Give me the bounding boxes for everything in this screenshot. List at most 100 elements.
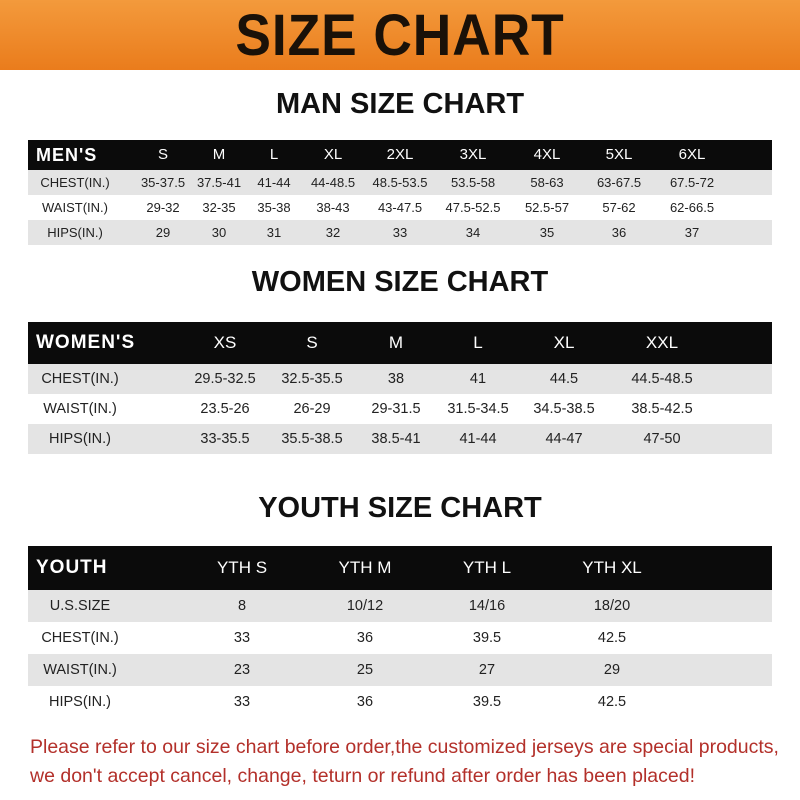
youth-size-table: YOUTH YTH S YTH M YTH L YTH XL U.S.SIZE 8 10/12… <box>28 546 772 718</box>
measure-label: HIPS(IN.) <box>48 694 112 710</box>
size-value: 14/16 <box>468 598 506 614</box>
main-title: SIZE CHART <box>235 3 565 68</box>
size-value: 23 <box>233 662 251 678</box>
size-value: 27 <box>478 662 496 678</box>
size-value: 67.5-72 <box>669 175 715 190</box>
size-value: 29.5-32.5 <box>194 371 256 387</box>
size-column-header: 5XL <box>605 146 633 163</box>
size-value: 23.5-26 <box>200 401 250 417</box>
size-column-header: M <box>388 333 404 352</box>
women-table-row: WAIST(IN.) 23.5-26 26-29 29-31.5 31.5-34.5 34… <box>28 394 772 424</box>
men-table-row: CHEST(IN.) 35-37.5 37.5-41 41-44 44-48.5 48.5… <box>28 170 772 195</box>
size-value: 10/12 <box>346 598 384 614</box>
men-header-row: MEN'S S M L XL 2XL 3XL 4XL 5XL 6XL <box>28 140 772 170</box>
size-value: 33 <box>233 630 251 646</box>
size-value: 32 <box>325 225 341 240</box>
size-value: 36 <box>356 630 374 646</box>
men-size-table: MEN'S S M L XL 2XL 3XL 4XL 5XL 6XL CHEST(IN.) 35-37… <box>28 140 772 245</box>
men-table-row: WAIST(IN.) 29-32 32-35 35-38 38-43 43-47.5 47.… <box>28 195 772 220</box>
notice-line-1: Please refer to our size chart before or… <box>30 736 779 758</box>
size-value: 34 <box>465 225 481 240</box>
measure-label: WAIST(IN.) <box>43 662 117 678</box>
size-value: 25 <box>356 662 374 678</box>
size-column-header: 2XL <box>386 146 414 163</box>
measure-label: CHEST(IN.) <box>41 371 119 387</box>
size-value: 29 <box>603 662 621 678</box>
size-value: 37.5-41 <box>196 175 242 190</box>
youth-header-row: YOUTH YTH S YTH M YTH L YTH XL <box>28 546 772 590</box>
size-column-header: XS <box>213 333 237 352</box>
women-table-row: CHEST(IN.) 29.5-32.5 32.5-35.5 38 41 44.5 44.5… <box>28 364 772 394</box>
size-value: 35-38 <box>257 200 291 215</box>
measure-label: WAIST(IN.) <box>42 200 108 215</box>
measure-label: CHEST(IN.) <box>40 175 110 190</box>
youth-table-row: U.S.SIZE 8 10/12 14/16 18/20 <box>28 590 772 622</box>
size-column-header: YTH M <box>338 558 392 577</box>
size-column-header: 6XL <box>678 146 706 163</box>
size-value: 35-37.5 <box>140 175 186 190</box>
size-value: 33 <box>392 225 408 240</box>
men-table-row: HIPS(IN.) 29 30 31 32 33 34 35 36 37 <box>28 220 772 245</box>
size-value: 44.5 <box>549 371 579 387</box>
size-value: 8 <box>237 598 247 614</box>
size-value: 39.5 <box>472 630 502 646</box>
notice-line-2: we don't accept cancel, change, teturn o… <box>30 765 695 787</box>
youth-section-title: YOUTH SIZE CHART <box>258 492 542 524</box>
measure-label: HIPS(IN.) <box>48 431 112 447</box>
measure-label: U.S.SIZE <box>49 598 111 614</box>
size-value: 52.5-57 <box>524 200 570 215</box>
size-column-header: L <box>473 333 483 352</box>
size-value: 42.5 <box>597 694 627 710</box>
size-value: 48.5-53.5 <box>372 175 428 190</box>
measure-label: CHEST(IN.) <box>41 630 119 646</box>
size-column-header: 3XL <box>459 146 487 163</box>
size-value: 41 <box>469 371 487 387</box>
women-table-row: HIPS(IN.) 33-35.5 35.5-38.5 38.5-41 41-44 44-… <box>28 424 772 454</box>
size-value: 47-50 <box>643 431 681 447</box>
size-value: 32.5-35.5 <box>281 371 343 387</box>
size-value: 33 <box>233 694 251 710</box>
men-header-label: MEN'S <box>36 145 98 165</box>
size-value: 37 <box>684 225 700 240</box>
measure-label: WAIST(IN.) <box>43 401 117 417</box>
size-value: 30 <box>211 225 227 240</box>
size-value: 33-35.5 <box>200 431 250 447</box>
size-column-header: YTH S <box>216 558 268 577</box>
size-value: 47.5-52.5 <box>445 200 501 215</box>
size-value: 43-47.5 <box>377 200 423 215</box>
size-column-header: 4XL <box>533 146 561 163</box>
size-value: 38-43 <box>316 200 350 215</box>
size-value: 35.5-38.5 <box>281 431 343 447</box>
size-value: 38 <box>387 371 405 387</box>
size-column-header: M <box>212 146 226 163</box>
size-value: 41-44 <box>257 175 291 190</box>
size-value: 29 <box>155 225 171 240</box>
size-value: 36 <box>611 225 627 240</box>
size-value: 42.5 <box>597 630 627 646</box>
size-column-header: XL <box>553 333 575 352</box>
size-value: 63-67.5 <box>596 175 642 190</box>
youth-table-row: HIPS(IN.) 33 36 39.5 42.5 <box>28 686 772 718</box>
youth-table-row: WAIST(IN.) 23 25 27 29 <box>28 654 772 686</box>
women-section-title: WOMEN SIZE CHART <box>251 266 549 298</box>
size-value: 29-31.5 <box>371 401 421 417</box>
size-value: 39.5 <box>472 694 502 710</box>
title-banner: SIZE CHART <box>0 0 800 70</box>
size-value: 57-62 <box>602 200 636 215</box>
measure-label: HIPS(IN.) <box>47 225 103 240</box>
size-column-header: L <box>269 146 279 163</box>
size-value: 18/20 <box>593 598 631 614</box>
men-section-title: MAN SIZE CHART <box>275 88 525 120</box>
size-value: 38.5-42.5 <box>631 401 693 417</box>
size-value: 31 <box>266 225 282 240</box>
size-column-header: XXL <box>645 333 679 352</box>
size-column-header: YTH XL <box>582 558 642 577</box>
youth-table-row: CHEST(IN.) 33 36 39.5 42.5 <box>28 622 772 654</box>
size-value: 35 <box>539 225 555 240</box>
size-value: 34.5-38.5 <box>533 401 595 417</box>
size-column-header: XL <box>323 146 343 163</box>
size-column-header: YTH L <box>462 558 512 577</box>
size-value: 53.5-58 <box>450 175 496 190</box>
size-column-header: S <box>157 146 169 163</box>
women-size-table: WOMEN'S XS S M L XL XXL CHEST(IN.) 29.5-32.5 32.5… <box>28 322 772 454</box>
